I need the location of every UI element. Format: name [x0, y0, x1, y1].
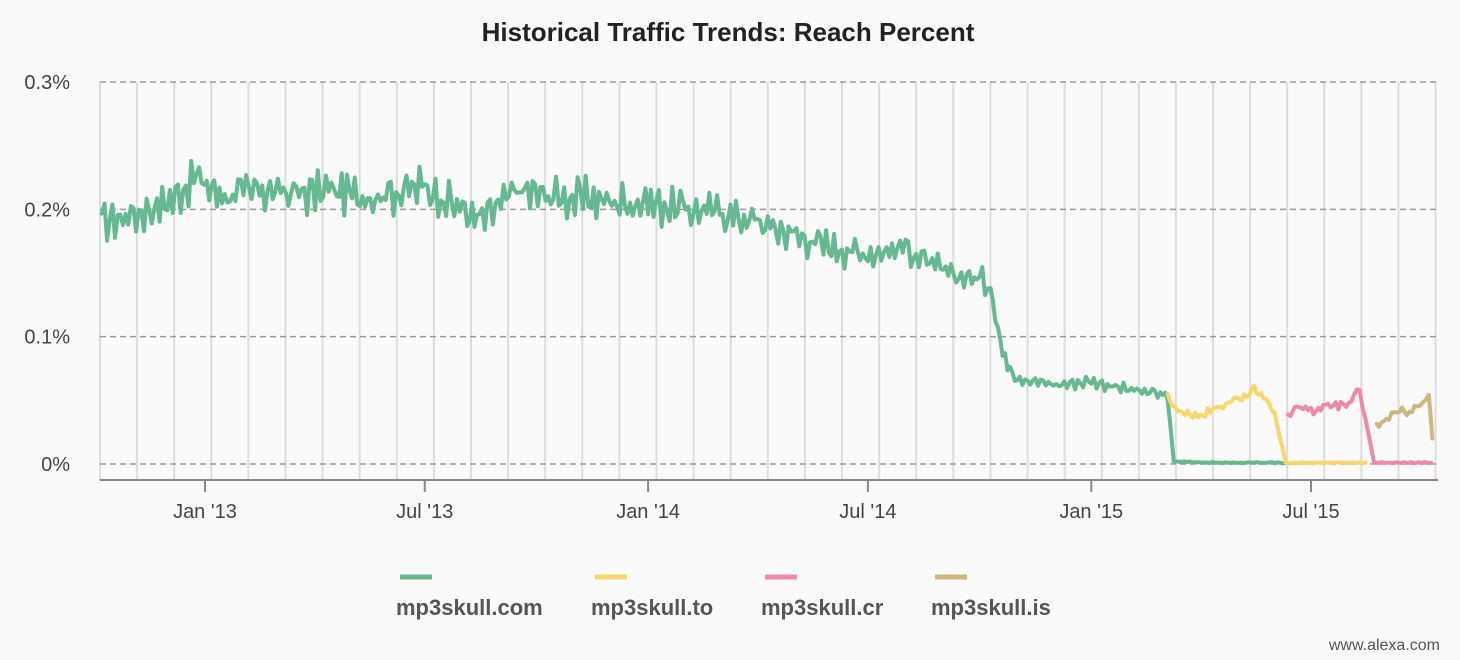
- series-line-mp3skull-is: [1374, 392, 1435, 441]
- legend-label[interactable]: mp3skull.is: [931, 595, 1051, 620]
- chart-title: Historical Traffic Trends: Reach Percent: [482, 17, 975, 47]
- x-tick-label: Jan '13: [173, 501, 237, 523]
- y-axis-ticks: 0.3% 0.2% 0.1% 0%: [24, 72, 70, 476]
- x-axis-ticks: Jan '13 Jul '13 Jan '14 Jul '14 Jan '15 Jul '…: [173, 480, 1340, 523]
- series-line-mp3skull-com: [99, 158, 1288, 466]
- y-tick-label: 0%: [41, 454, 70, 476]
- series-lines: [99, 158, 1435, 466]
- y-tick-label: 0.3%: [24, 72, 70, 94]
- grid: [99, 81, 1438, 481]
- legend-label[interactable]: mp3skull.to: [591, 595, 713, 620]
- watermark: www.alexa.com: [1328, 637, 1440, 654]
- y-tick-label: 0.2%: [24, 199, 70, 221]
- legend: mp3skull.com mp3skull.to mp3skull.cr mp3sku…: [396, 574, 1051, 620]
- x-tick-label: Jan '15: [1059, 501, 1123, 523]
- x-tick-label: Jul '13: [396, 501, 453, 523]
- series-line-mp3skull-to: [1165, 383, 1368, 466]
- legend-label[interactable]: mp3skull.cr: [761, 595, 884, 620]
- x-tick-label: Jul '14: [839, 501, 896, 523]
- x-tick-label: Jul '15: [1282, 501, 1339, 523]
- y-tick-label: 0.1%: [24, 327, 70, 349]
- legend-label[interactable]: mp3skull.com: [396, 595, 543, 620]
- x-tick-label: Jan '14: [616, 501, 680, 523]
- series-line-mp3skull-cr: [1285, 387, 1434, 466]
